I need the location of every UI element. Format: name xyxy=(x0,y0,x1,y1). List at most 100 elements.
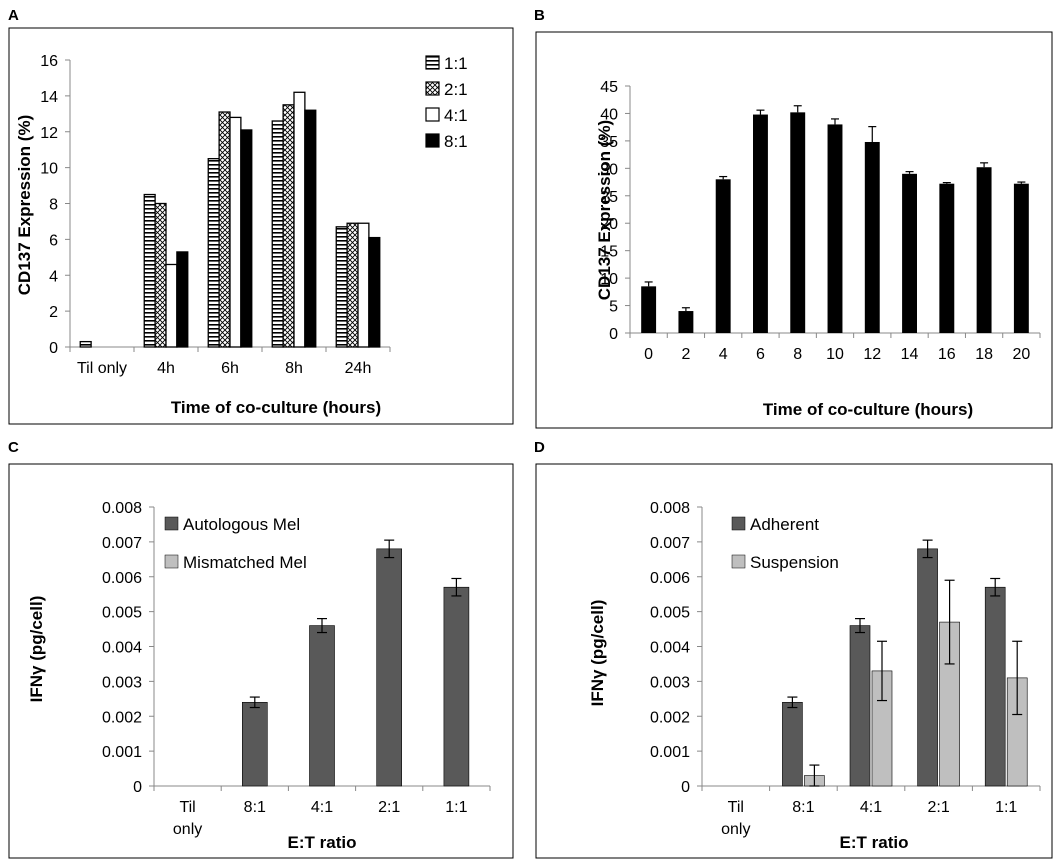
legend-swatch-d xyxy=(731,554,746,569)
error-bar-c xyxy=(451,577,462,597)
y-tick-label-c: 0.005 xyxy=(102,605,142,622)
bar-b xyxy=(864,141,880,333)
y-tick-label-a: 0 xyxy=(49,340,58,357)
bar-d xyxy=(917,548,938,787)
legend-c: Autologous Mel Mismatched Mel xyxy=(164,515,307,572)
error-bar-d xyxy=(787,696,798,709)
bar-a xyxy=(207,158,220,348)
legend-swatch-a xyxy=(425,133,440,148)
bar-a xyxy=(271,120,284,348)
x-tick-label-b: 14 xyxy=(901,346,919,363)
y-tick-label-a: 16 xyxy=(40,53,58,70)
error-bar-d xyxy=(877,640,887,702)
x-tick-label-b: 2 xyxy=(681,346,690,363)
x-axis-title-a: Time of co-culture (hours) xyxy=(171,398,381,417)
bar-a xyxy=(282,104,295,348)
bar-b xyxy=(939,183,955,333)
y-axis-title-b: CD137 Expression (%) xyxy=(595,120,614,300)
legend-label-a: 2:1 xyxy=(444,80,468,99)
error-bar-b xyxy=(793,105,802,113)
error-bar-b xyxy=(905,171,914,174)
x-tick-label-b: 20 xyxy=(1012,346,1030,363)
x-tick-label-b: 8 xyxy=(793,346,802,363)
y-tick-label-b: 30 xyxy=(600,161,618,178)
x-tick-label-b: 18 xyxy=(975,346,993,363)
error-bar-b xyxy=(644,281,653,287)
y-tick-label-d: 0.004 xyxy=(650,640,690,657)
error-bar-b xyxy=(831,118,839,125)
y-tick-label-c: 0.001 xyxy=(102,744,142,761)
bar-a xyxy=(304,109,317,348)
bar-a xyxy=(79,340,92,348)
y-tick-label-d: 0.005 xyxy=(650,605,690,622)
bar-b xyxy=(641,286,657,333)
x-tick-label-a: 4h xyxy=(157,360,175,377)
panel-d-frame xyxy=(535,463,1053,859)
legend-swatch-c xyxy=(164,554,179,569)
bar-c xyxy=(376,548,403,787)
y-tick-label-d: 0.007 xyxy=(650,535,690,552)
bar-d xyxy=(984,586,1006,787)
x-tick-label-b: 16 xyxy=(938,346,956,363)
legend-swatch-d xyxy=(731,516,746,531)
bar-b xyxy=(827,124,843,333)
chart-a: 0 2 4 6 8 10 12 14 16 Til only 4h 6h 8h 24h CD137 Expr… xyxy=(15,53,468,417)
y-tick-label-a: 4 xyxy=(49,268,58,285)
bar-a xyxy=(229,116,242,348)
panel-letter-d: D xyxy=(534,439,545,456)
x-axis-title-d: E:T ratio xyxy=(840,833,909,852)
bar-d xyxy=(849,625,871,787)
x-tick-label-b: 10 xyxy=(826,346,844,363)
legend-swatch-c xyxy=(164,516,179,531)
panel-letter-b: B xyxy=(534,7,545,24)
error-bar-c xyxy=(317,617,327,634)
bar-a xyxy=(240,129,253,348)
legend-label-a: 8:1 xyxy=(444,132,468,151)
bar-c xyxy=(242,701,268,787)
legend-d: Adherent Suspension xyxy=(731,515,839,572)
bar-b xyxy=(678,311,694,333)
x-tick-label-b: 0 xyxy=(644,346,653,363)
error-bar-b xyxy=(681,307,690,312)
y-tick-label-b: 20 xyxy=(600,216,618,233)
error-bar-b xyxy=(980,162,989,168)
error-bar-d xyxy=(944,579,955,665)
bar-a xyxy=(346,222,359,348)
x-tick-label-a: 24h xyxy=(345,360,372,377)
y-tick-label-a: 10 xyxy=(40,161,58,178)
y-axis-title-a: CD137 Expression (%) xyxy=(15,115,34,295)
error-bar-d xyxy=(809,764,820,787)
x-axis-title-b: Time of co-culture (hours) xyxy=(763,400,973,419)
bar-b xyxy=(902,173,917,333)
bar-d xyxy=(782,701,803,787)
legend-label-a: 4:1 xyxy=(444,106,468,125)
y-axis-title-c: IFNγ (pg/cell) xyxy=(27,596,46,703)
x-tick-label-b: 12 xyxy=(863,346,881,363)
legend-swatch-a xyxy=(425,107,440,122)
error-bar-d xyxy=(1012,640,1023,716)
legend-swatch-a xyxy=(425,81,440,96)
x-axis-title-c: E:T ratio xyxy=(288,833,357,852)
bar-a xyxy=(143,193,156,348)
bar-a xyxy=(357,222,370,348)
legend-swatch-a xyxy=(425,55,440,70)
y-tick-label-c: 0.004 xyxy=(102,640,142,657)
x-tick-label-d: 4:1 xyxy=(860,799,882,816)
error-bar-d xyxy=(855,617,865,634)
x-tick-label-d: 2:1 xyxy=(927,799,949,816)
x-tick-label-d: 1:1 xyxy=(995,799,1017,816)
bar-c xyxy=(309,625,335,787)
y-tick-label-a: 2 xyxy=(49,304,58,321)
x-tick-label-b: 4 xyxy=(719,346,728,363)
error-bar-d xyxy=(922,539,933,559)
bar-a xyxy=(176,251,189,348)
y-tick-label-b: 45 xyxy=(600,79,618,96)
error-bar-b xyxy=(719,175,728,180)
x-tick-label-a: 8h xyxy=(285,360,303,377)
x-tick-label-c: 1:1 xyxy=(445,799,467,816)
y-tick-label-b: 10 xyxy=(600,271,618,288)
x-tick-label-b: 6 xyxy=(756,346,765,363)
y-tick-label-d: 0.008 xyxy=(650,500,690,517)
x-tick-label-d: Til only xyxy=(721,799,750,838)
